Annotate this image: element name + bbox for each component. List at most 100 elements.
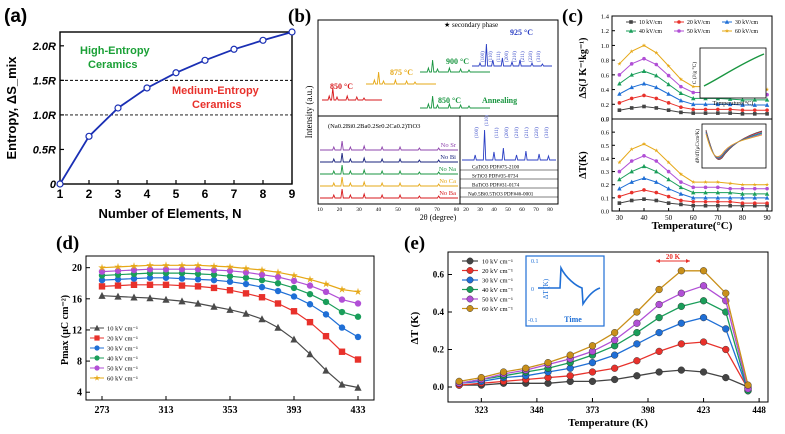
c-bottom-point (629, 198, 634, 203)
e-point (477, 374, 485, 382)
d-point (194, 266, 202, 273)
c-top-point (641, 81, 647, 86)
e-point (722, 289, 730, 297)
d-ytick-label: 16 (72, 294, 82, 305)
d-point (290, 293, 298, 300)
b-xtick-label: 30 (356, 207, 362, 213)
c-bottom-point (740, 186, 745, 191)
c-bottom-inset-curve (705, 133, 763, 157)
e-point (744, 381, 752, 389)
b-bottom-right-peak-labels: (100) (110) (111) (200) (210) (211) (220) (310) (475, 115, 550, 138)
b-xtick-label: 20 (337, 207, 343, 213)
c-bottom-point (666, 169, 671, 174)
c-top-point (678, 90, 684, 96)
c-top-ytick-label: 0.0 (601, 117, 609, 124)
c-bottom-ytick-label: 0.0 (601, 209, 609, 216)
b-ylabel: Intensity (a.u.) (304, 86, 314, 139)
a-point (259, 36, 267, 44)
c-bottom-point (617, 201, 622, 205)
b-legend-secondary: ★ secondary phase (444, 21, 498, 29)
d-point (306, 318, 314, 326)
e-series-line (459, 316, 749, 392)
b-br-peak-label: (200) (505, 127, 510, 138)
c-bottom-point (617, 186, 622, 191)
c-top-point (703, 101, 708, 107)
c-bottom-ytick-label: 0.2 (601, 182, 609, 189)
d-legend: 10 kV cm⁻¹ 20 kV cm⁻¹ 30 kV cm⁻¹ 40 kV cm⁻¹… (90, 324, 138, 383)
b-br-peak-label: (220) (535, 127, 540, 138)
d-point (130, 281, 138, 288)
e-point (611, 329, 619, 337)
b-bl-series-name: No Na (439, 166, 456, 173)
d-point (274, 268, 282, 276)
d-point (290, 284, 298, 292)
c-top-point (654, 73, 659, 78)
c-bottom-point (740, 195, 745, 200)
c-top-point (728, 107, 732, 112)
b-bl-series-name: No Sr (441, 142, 457, 149)
c-bottom-point (679, 180, 683, 184)
b-xtick-label: 50 (505, 207, 511, 213)
d-point (146, 294, 154, 302)
d-point (226, 305, 234, 313)
d-point (322, 366, 330, 374)
c-top-point (764, 102, 770, 107)
d-point (98, 283, 106, 290)
e-point (611, 351, 619, 359)
a-xtick-label: 2 (86, 187, 93, 201)
d-point (226, 267, 234, 274)
a-yticks: 0 0.5R 1.0R 1.5R 2.0R (32, 41, 64, 191)
c-bottom-point (765, 203, 769, 208)
a-annotation-medium-2: Ceramics (192, 99, 242, 111)
d-point (338, 308, 346, 316)
c-bottom-point (740, 201, 745, 205)
d-point (114, 262, 122, 271)
e-point (699, 267, 708, 275)
d-point (274, 300, 282, 307)
c-bottom-point (629, 159, 634, 163)
c-top-ytick-label: 1.4 (601, 14, 610, 21)
d-point (210, 266, 218, 274)
a-ytick-label: 1.5R (33, 75, 56, 87)
e-point (655, 314, 663, 322)
c-top-point (666, 101, 671, 105)
b-xtick-label: 20 (463, 207, 469, 213)
e-ytick-label: 0.4 (433, 307, 445, 317)
b-top-peak-label: (211) (521, 51, 526, 62)
e-legend-marker (466, 305, 474, 312)
c-bottom-inset-curves (705, 129, 763, 160)
b-bl-pattern (320, 140, 458, 151)
c-bottom-point (679, 202, 683, 207)
d-point (146, 266, 154, 273)
c-top-point (740, 108, 745, 112)
c-bottom-point (740, 203, 745, 208)
c-top-inset-curve (703, 53, 765, 87)
c-top-point (764, 97, 770, 102)
c-bottom-point (728, 200, 732, 204)
d-point (338, 380, 346, 388)
a-annotation-high-2: Ceramics (88, 59, 138, 71)
c-top-point (678, 77, 684, 82)
c-top-point (617, 101, 622, 105)
c-top-point (740, 97, 745, 102)
d-point (210, 302, 218, 310)
c-top-point (691, 90, 696, 95)
b-xtick-label: 70 (434, 207, 440, 213)
d-legend-marker (94, 355, 100, 361)
b-br-reference: CaTiO3 PDF#75-2100 (472, 165, 520, 171)
c-top-point (666, 91, 671, 96)
d-point (194, 299, 202, 307)
c-top-inset-ylabel: C (J/g °C) (691, 62, 698, 85)
e-xtick-label: 348 (530, 405, 544, 415)
a-xtick-label: 5 (173, 187, 180, 201)
c-bottom-point (752, 203, 757, 208)
c-bottom-point (716, 185, 720, 190)
e-point (611, 364, 619, 372)
c-bottom-point (629, 179, 634, 184)
d-point (178, 297, 186, 305)
a-ytick-label: 2.0R (32, 41, 56, 53)
e-inset-ylabel: ΔT (K) (542, 278, 550, 299)
b-xtick-label: 60 (415, 207, 421, 213)
d-point (146, 261, 154, 269)
c-bottom-ytick-label: 0.1 (601, 195, 609, 202)
